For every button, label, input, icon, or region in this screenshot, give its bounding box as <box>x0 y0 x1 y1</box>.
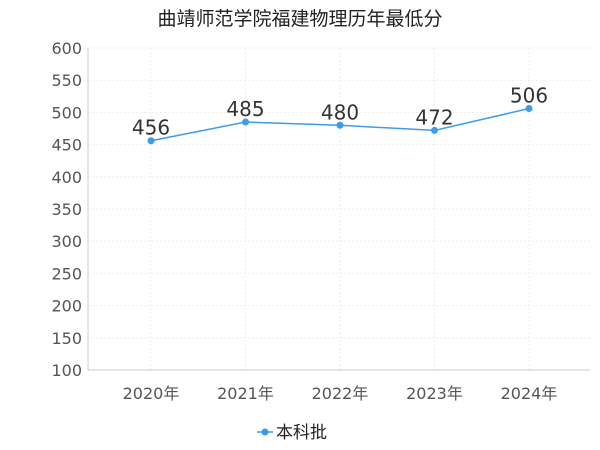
x-tick-label: 2021年 <box>217 384 274 403</box>
y-tick-label: 250 <box>51 264 82 283</box>
data-label: 472 <box>415 105 453 129</box>
data-point <box>242 118 249 126</box>
x-tick-label: 2020年 <box>123 384 180 403</box>
x-tick-label: 2023年 <box>406 384 463 403</box>
data-point <box>525 105 533 113</box>
data-point <box>336 121 344 129</box>
data-label: 456 <box>132 116 170 140</box>
data-label: 480 <box>321 100 359 124</box>
y-tick-label: 150 <box>51 329 82 348</box>
y-tick-label: 500 <box>51 103 82 122</box>
y-tick-label: 300 <box>51 232 82 251</box>
y-tick-label: 100 <box>51 361 82 380</box>
y-tick-label: 200 <box>51 297 82 316</box>
data-label: 506 <box>510 84 548 108</box>
legend-label: 本科批 <box>276 423 327 443</box>
y-tick-label: 550 <box>51 71 82 90</box>
y-tick-label: 400 <box>51 168 82 187</box>
y-tick-label: 450 <box>51 136 82 155</box>
y-tick-label: 600 <box>51 39 82 58</box>
data-point <box>431 126 438 134</box>
x-tick-label: 2022年 <box>312 384 369 403</box>
chart-title: 曲靖师范学院福建物理历年最低分 <box>157 8 443 30</box>
y-tick-label: 350 <box>51 200 82 219</box>
data-point <box>147 137 155 145</box>
data-label: 485 <box>226 97 264 121</box>
legend-marker <box>261 428 269 436</box>
x-tick-label: 2024年 <box>501 384 558 403</box>
